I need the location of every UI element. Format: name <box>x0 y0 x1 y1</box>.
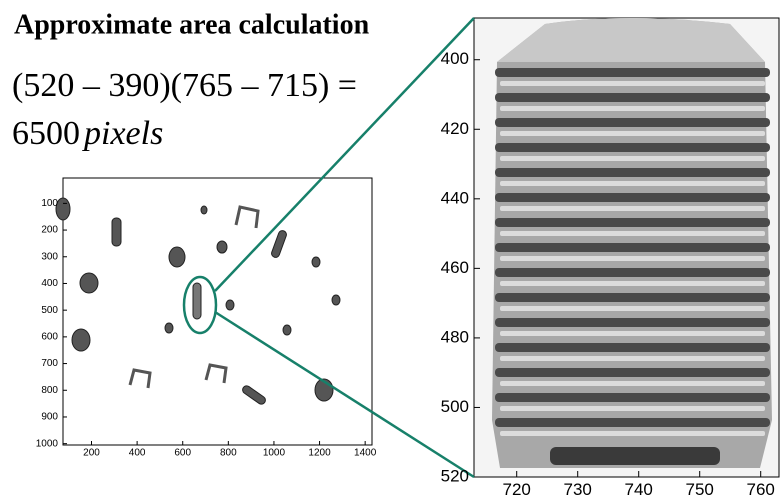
slide-title: Approximate area calculation <box>14 9 370 40</box>
clips <box>128 205 260 389</box>
thread-light <box>500 156 765 161</box>
thread-light <box>500 431 765 436</box>
thread-dark <box>495 243 770 252</box>
x-tick-label: 740 <box>625 480 653 499</box>
x-tick-label: 200 <box>83 448 100 459</box>
thread-dark <box>495 168 770 177</box>
thread-dark <box>495 418 770 427</box>
screw-tip <box>497 18 765 62</box>
y-tick-label: 800 <box>41 385 58 396</box>
thread-light <box>500 206 765 211</box>
y-tick-label: 300 <box>41 251 58 262</box>
y-tick-label: 700 <box>41 358 58 369</box>
threads <box>495 68 770 436</box>
thread-light <box>500 406 765 411</box>
y-tick-label: 500 <box>41 305 58 316</box>
x-tick-label: 760 <box>747 480 775 499</box>
thread-light <box>500 256 765 261</box>
y-tick-label: 480 <box>441 327 469 346</box>
y-tick-label: 400 <box>441 49 469 68</box>
y-tick-label: 440 <box>441 188 469 207</box>
thread-dark <box>495 393 770 402</box>
y-tick-label: 500 <box>441 397 469 416</box>
thread-light <box>500 131 765 136</box>
thread-light <box>500 381 765 386</box>
y-tick-label: 900 <box>41 412 58 423</box>
thread-dark <box>495 368 770 377</box>
zoom-indicator <box>182 17 475 479</box>
thread-light <box>500 281 765 286</box>
result: 6500 pixels <box>12 115 163 152</box>
thread-light <box>500 181 765 186</box>
overview-image <box>55 177 373 446</box>
zoom-image <box>473 17 780 478</box>
thread-dark <box>495 318 770 327</box>
thread-light <box>500 81 765 86</box>
result-unit: pixels <box>82 115 163 152</box>
x-tick-label: 720 <box>503 480 531 499</box>
thread-dark <box>495 143 770 152</box>
result-number: 6500 <box>12 115 80 152</box>
x-tick-label: 730 <box>564 480 592 499</box>
y-tick-label: 1000 <box>36 438 59 449</box>
thread-light <box>500 331 765 336</box>
y-tick-label: 400 <box>41 278 58 289</box>
thread-light <box>500 231 765 236</box>
thread-dark <box>495 68 770 77</box>
x-tick-label: 1400 <box>354 448 377 459</box>
thread-dark <box>495 118 770 127</box>
y-tick-label: 100 <box>41 198 58 209</box>
axes: 200 400 600 800 1000 1200 1400 100 200 300 400 500 6… <box>36 49 775 499</box>
thread-dark <box>495 193 770 202</box>
x-tick-label: 400 <box>129 448 146 459</box>
y-tick-label: 420 <box>441 119 469 138</box>
thread-light <box>500 356 765 361</box>
formula: (520 – 390)(765 – 715) = <box>12 67 357 104</box>
y-tick-label: 520 <box>441 466 469 485</box>
y-tick-label: 200 <box>41 225 58 236</box>
thread-dark <box>495 268 770 277</box>
x-tick-label: 800 <box>220 448 237 459</box>
thread-light <box>500 306 765 311</box>
thread-dark <box>495 343 770 352</box>
thread-dark <box>495 293 770 302</box>
x-tick-label: 1000 <box>263 448 286 459</box>
x-tick-label: 600 <box>174 448 191 459</box>
x-tick-label: 750 <box>686 480 714 499</box>
screw-slot <box>550 447 720 465</box>
x-tick-label: 1200 <box>308 448 331 459</box>
thread-light <box>500 106 765 111</box>
y-tick-label: 600 <box>41 332 58 343</box>
thread-dark <box>495 218 770 227</box>
y-tick-label: 460 <box>441 258 469 277</box>
overview-frame <box>62 177 373 446</box>
thread-dark <box>495 93 770 102</box>
objects <box>55 197 341 405</box>
